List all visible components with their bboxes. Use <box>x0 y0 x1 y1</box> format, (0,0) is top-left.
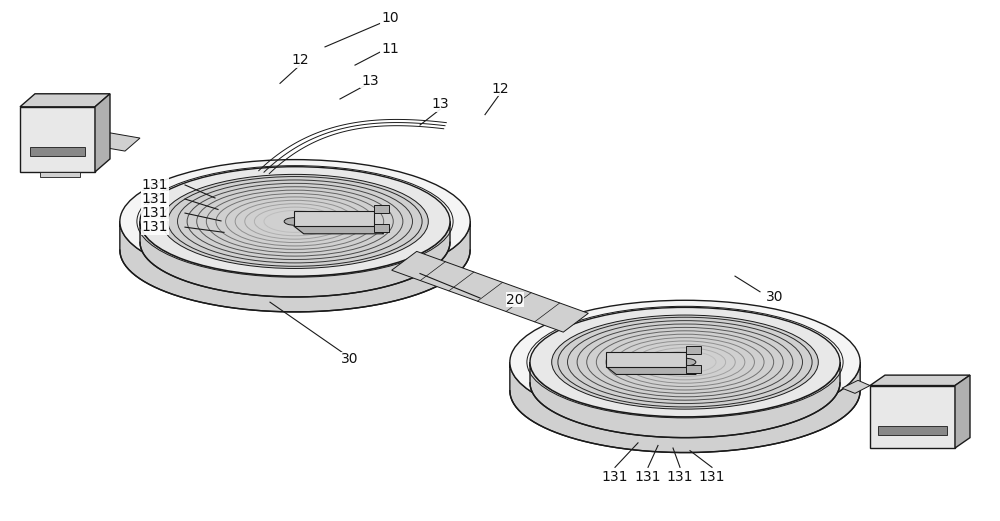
Ellipse shape <box>674 358 696 366</box>
Ellipse shape <box>162 175 428 268</box>
Text: 131: 131 <box>142 192 168 206</box>
Polygon shape <box>686 346 701 354</box>
Polygon shape <box>955 375 970 448</box>
Polygon shape <box>870 375 970 386</box>
Text: 131: 131 <box>142 206 168 220</box>
Text: 131: 131 <box>667 470 693 483</box>
Ellipse shape <box>530 307 840 417</box>
Text: 131: 131 <box>635 470 661 483</box>
Ellipse shape <box>510 300 860 424</box>
Polygon shape <box>294 212 374 226</box>
Ellipse shape <box>140 167 450 276</box>
Polygon shape <box>878 426 947 435</box>
Polygon shape <box>870 386 955 448</box>
Polygon shape <box>510 362 860 453</box>
Polygon shape <box>392 252 588 332</box>
Polygon shape <box>20 94 110 107</box>
Polygon shape <box>686 365 701 373</box>
Polygon shape <box>294 226 384 234</box>
Ellipse shape <box>120 159 470 283</box>
Text: 131: 131 <box>142 178 168 192</box>
Ellipse shape <box>284 218 306 225</box>
Polygon shape <box>140 221 450 297</box>
Text: 10: 10 <box>381 11 399 25</box>
Text: 131: 131 <box>142 220 168 234</box>
Polygon shape <box>606 352 686 367</box>
Text: 30: 30 <box>341 353 359 366</box>
Text: 13: 13 <box>431 97 449 111</box>
Text: 12: 12 <box>491 82 509 95</box>
Polygon shape <box>842 380 870 393</box>
Text: 30: 30 <box>766 290 784 304</box>
Polygon shape <box>606 367 696 375</box>
Polygon shape <box>40 172 80 177</box>
Polygon shape <box>530 362 840 438</box>
Text: 131: 131 <box>602 470 628 483</box>
Polygon shape <box>374 205 389 214</box>
Text: 13: 13 <box>361 74 379 88</box>
Text: 12: 12 <box>291 53 309 67</box>
Polygon shape <box>20 107 95 172</box>
Ellipse shape <box>552 315 818 409</box>
Polygon shape <box>374 224 389 232</box>
Text: 20: 20 <box>506 293 524 306</box>
Polygon shape <box>120 221 470 312</box>
Polygon shape <box>95 133 140 151</box>
Text: 11: 11 <box>381 43 399 56</box>
Polygon shape <box>95 94 110 172</box>
Polygon shape <box>30 147 85 156</box>
Text: 131: 131 <box>699 470 725 483</box>
